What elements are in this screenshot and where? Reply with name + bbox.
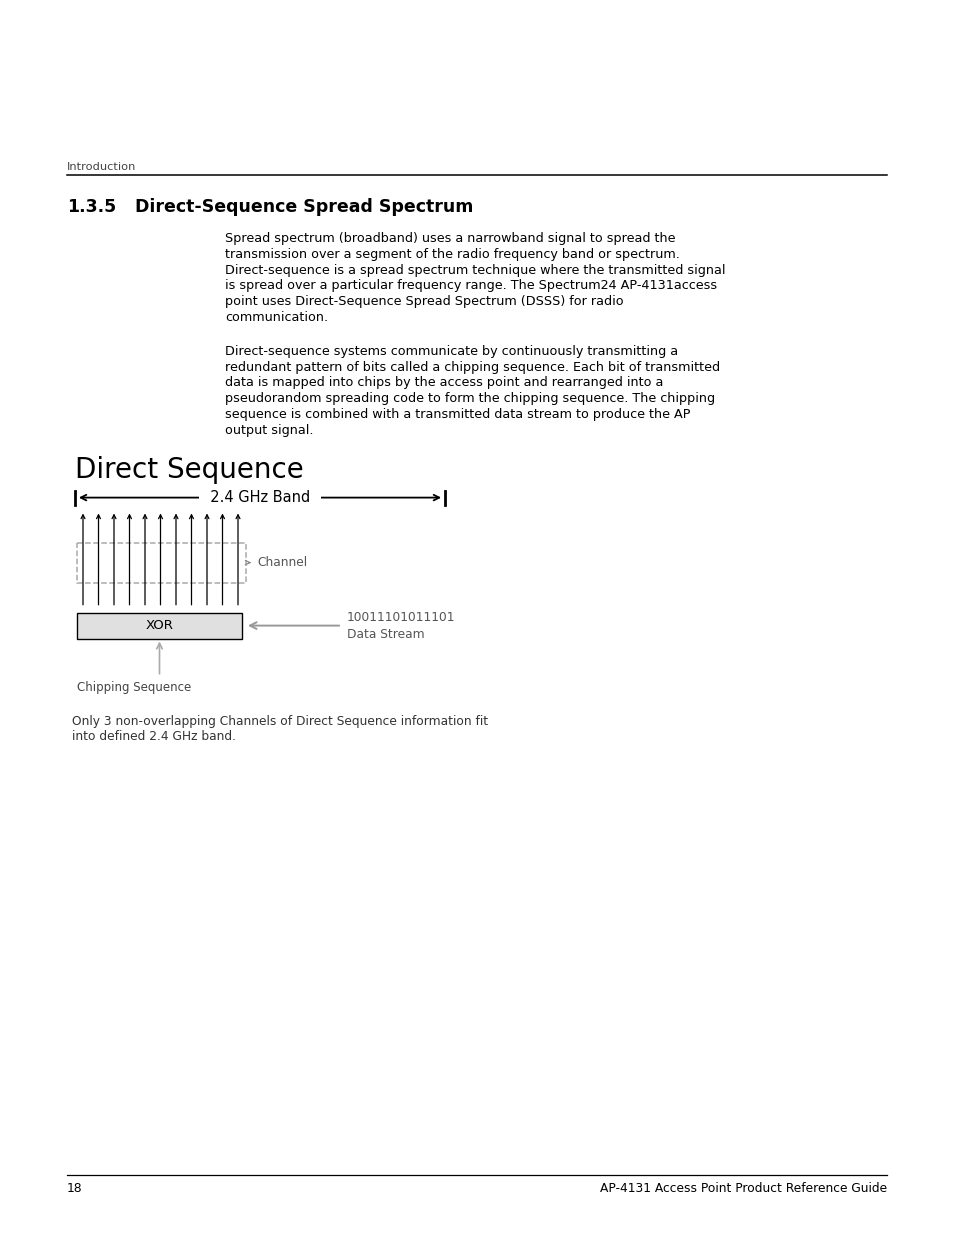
Text: point uses Direct-Sequence Spread Spectrum (DSSS) for radio: point uses Direct-Sequence Spread Spectr… — [225, 295, 623, 309]
Text: output signal.: output signal. — [225, 424, 314, 437]
Text: Introduction: Introduction — [67, 162, 136, 172]
Text: transmission over a segment of the radio frequency band or spectrum.: transmission over a segment of the radio… — [225, 248, 679, 261]
Text: pseudorandom spreading code to form the chipping sequence. The chipping: pseudorandom spreading code to form the … — [225, 393, 715, 405]
Text: redundant pattern of bits called a chipping sequence. Each bit of transmitted: redundant pattern of bits called a chipp… — [225, 361, 720, 374]
Text: XOR: XOR — [146, 619, 173, 632]
Text: 1.3.5: 1.3.5 — [67, 198, 116, 216]
Text: into defined 2.4 GHz band.: into defined 2.4 GHz band. — [71, 730, 235, 742]
Text: Spread spectrum (broadband) uses a narrowband signal to spread the: Spread spectrum (broadband) uses a narro… — [225, 232, 675, 245]
Text: 18: 18 — [67, 1182, 83, 1195]
Text: is spread over a particular frequency range. The Spectrum24 AP-4131access: is spread over a particular frequency ra… — [225, 279, 717, 293]
Text: AP-4131 Access Point Product Reference Guide: AP-4131 Access Point Product Reference G… — [599, 1182, 886, 1195]
Text: sequence is combined with a transmitted data stream to produce the AP: sequence is combined with a transmitted … — [225, 408, 690, 421]
Text: 2.4 GHz Band: 2.4 GHz Band — [200, 490, 319, 505]
Text: Direct-Sequence Spread Spectrum: Direct-Sequence Spread Spectrum — [135, 198, 473, 216]
Text: 10011101011101: 10011101011101 — [347, 610, 455, 624]
Text: Direct Sequence: Direct Sequence — [75, 456, 303, 484]
Text: Channel: Channel — [256, 556, 307, 569]
Text: Direct-sequence is a spread spectrum technique where the transmitted signal: Direct-sequence is a spread spectrum tec… — [225, 263, 724, 277]
Text: data is mapped into chips by the access point and rearranged into a: data is mapped into chips by the access … — [225, 377, 662, 389]
Text: Data Stream: Data Stream — [347, 627, 424, 641]
Bar — [77, 613, 242, 638]
Text: Direct-sequence systems communicate by continuously transmitting a: Direct-sequence systems communicate by c… — [225, 345, 678, 358]
Bar — [77, 542, 246, 583]
Text: Only 3 non-overlapping Channels of Direct Sequence information fit: Only 3 non-overlapping Channels of Direc… — [71, 715, 488, 727]
Text: Chipping Sequence: Chipping Sequence — [77, 680, 191, 694]
Text: communication.: communication. — [225, 311, 328, 324]
